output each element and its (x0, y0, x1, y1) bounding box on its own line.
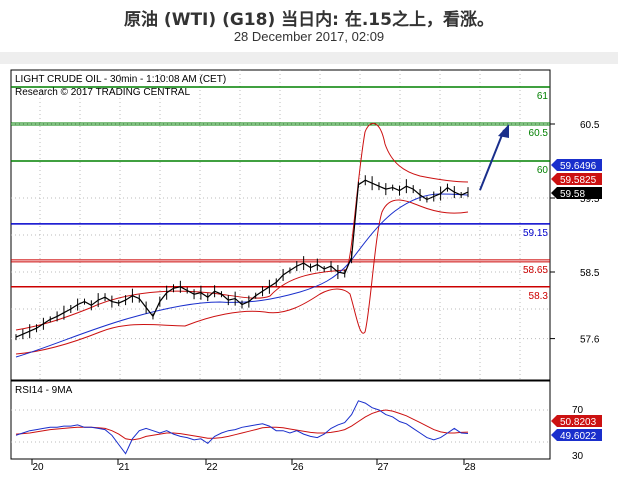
level-line-58.65: 58.65 (11, 259, 550, 276)
price-badge-59.58: 59.58 (551, 187, 602, 200)
x-tick-26: 26 (292, 462, 304, 473)
moving-average (15, 193, 469, 358)
x-tick-21: 21 (118, 462, 130, 473)
rsi-badge-49.6022: 49.6022 (551, 429, 602, 442)
price-chart: 61 60.5 60 59.15 58.65 58.3 LIGHT CRUDE OIL -… (0, 64, 618, 491)
price-badge-59.6496: 59.6496 (551, 159, 602, 172)
instrument-label: LIGHT CRUDE OIL - 30min - 1:10:08 AM (CE… (15, 74, 226, 85)
rsi-tick-70: 70 (572, 405, 584, 416)
price-tick-57.6: 57.6 (580, 335, 600, 346)
level-line-61: 61 (11, 86, 550, 102)
level-line-60.5: 60.5 (11, 122, 550, 139)
svg-text:59.6496: 59.6496 (560, 161, 597, 172)
price-tick-59.5: 59.5 (580, 194, 600, 205)
rsi-tick-30: 30 (572, 451, 584, 462)
price-panel (10, 69, 551, 381)
level-label-58.3: 58.3 (529, 291, 549, 302)
header-divider (0, 52, 618, 64)
target-arrow (479, 124, 509, 191)
svg-text:59.58: 59.58 (560, 189, 585, 200)
rsi-badge-50.8203: 50.8203 (551, 415, 602, 428)
article-header: 原油 (WTI) (G18) 当日内: 在.15之上，看涨。 28 Decemb… (0, 0, 618, 52)
rsi-panel (10, 380, 551, 460)
x-tick-22: 22 (206, 462, 218, 473)
level-line-59.15: 59.15 (11, 223, 550, 239)
level-label-61: 61 (537, 91, 549, 102)
level-label-59.15: 59.15 (523, 228, 548, 239)
article-date: 28 December 2017, 02:09 (233, 29, 385, 44)
rsi-label: RSI14 - 9MA (15, 385, 73, 396)
svg-text:49.6022: 49.6022 (560, 431, 597, 442)
level-label-60: 60 (537, 165, 549, 176)
rsi-series (15, 400, 469, 455)
price-tick-58.5: 58.5 (580, 268, 600, 279)
x-tick-20: 20 (32, 462, 44, 473)
level-label-60.5: 60.5 (529, 128, 549, 139)
price-tick-60.5: 60.5 (580, 120, 600, 131)
svg-text:59.5825: 59.5825 (560, 175, 597, 186)
copyright-label: Research © 2017 TRADING CENTRAL (15, 87, 190, 98)
x-tick-28: 28 (464, 462, 476, 473)
x-tick-27: 27 (377, 462, 389, 473)
price-badge-59.5825: 59.5825 (551, 173, 602, 186)
level-label-58.65: 58.65 (523, 265, 548, 276)
svg-text:50.8203: 50.8203 (560, 417, 597, 428)
article-title: 原油 (WTI) (G18) 当日内: 在.15之上，看涨。 (124, 10, 494, 30)
level-line-60: 60 (11, 160, 550, 176)
